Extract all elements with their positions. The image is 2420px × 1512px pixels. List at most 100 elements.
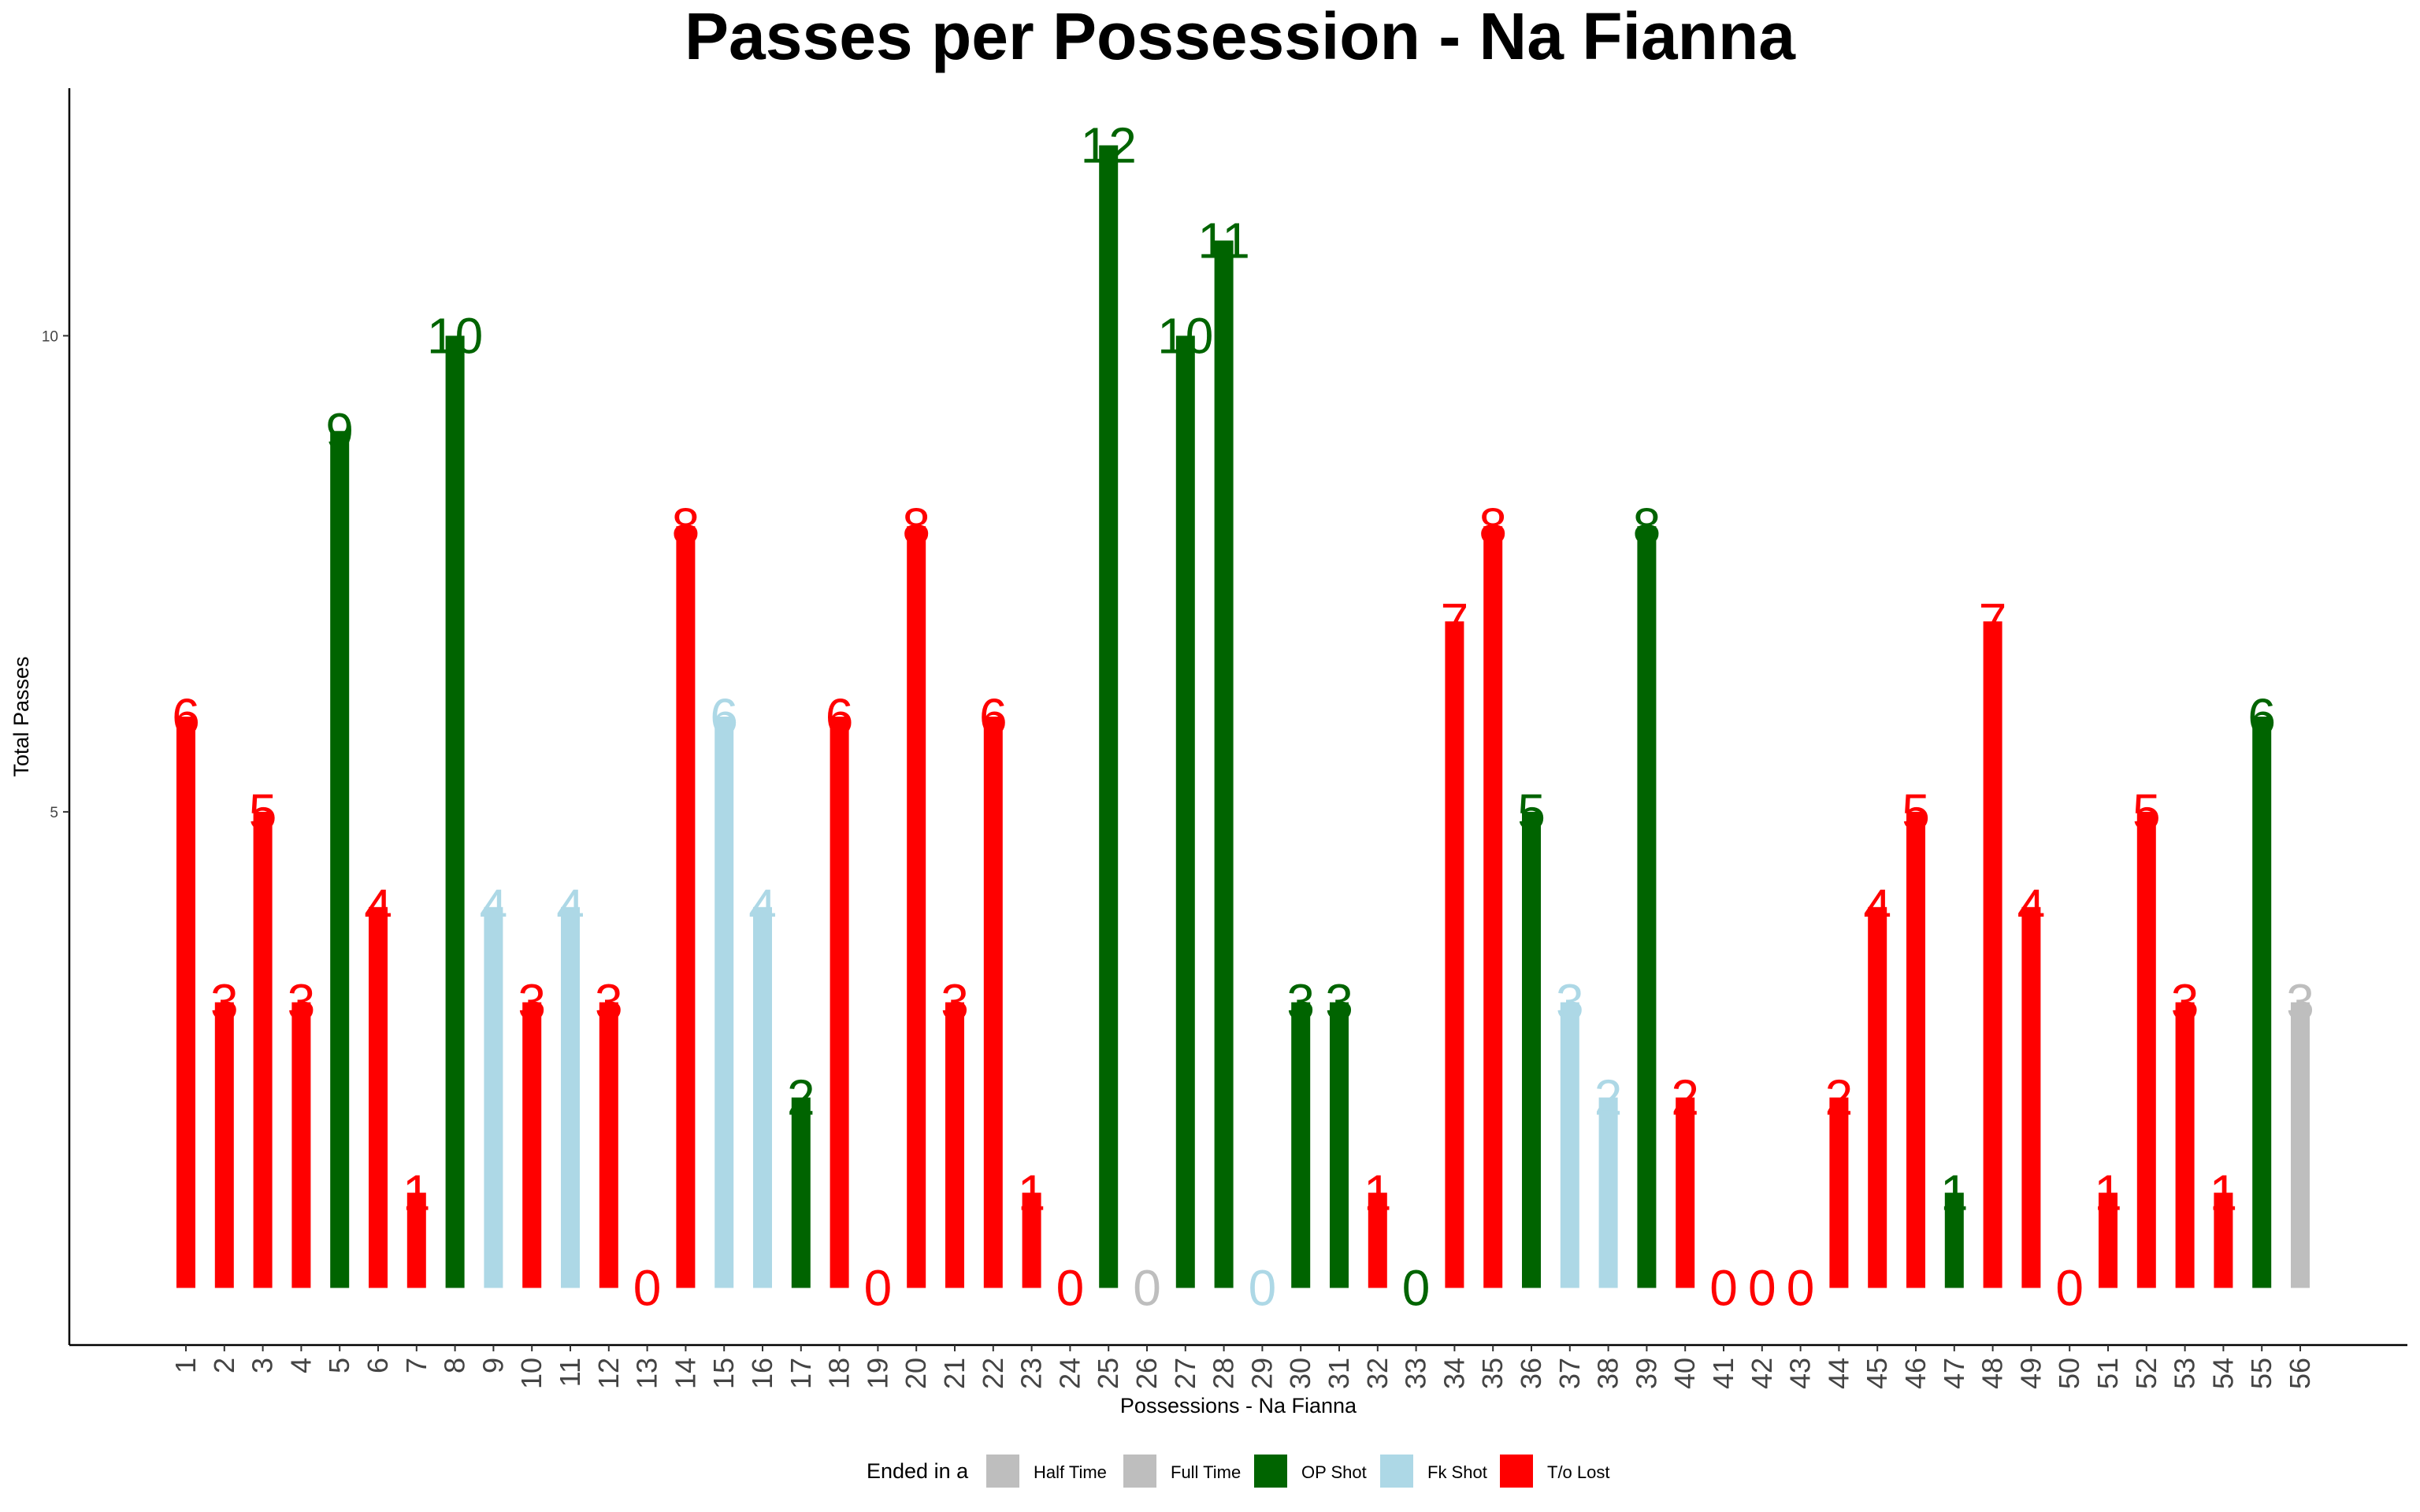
bar — [1637, 526, 1657, 1288]
data-label: 6 — [2247, 688, 2276, 745]
bar — [1483, 526, 1503, 1288]
data-label: 1 — [1940, 1165, 1969, 1221]
data-label: 0 — [2055, 1259, 2084, 1316]
data-label: 5 — [1902, 784, 1930, 840]
x-tick-label: 54 — [2207, 1358, 2239, 1389]
bar — [2252, 717, 2272, 1288]
data-label: 7 — [1441, 593, 1469, 650]
bar — [1291, 1002, 1311, 1288]
bar — [369, 906, 388, 1288]
y-tick-label: 5 — [50, 805, 58, 821]
x-tick-label: 33 — [1400, 1358, 1432, 1389]
bar — [1868, 906, 1887, 1288]
bar — [983, 717, 1003, 1288]
bar — [291, 1002, 311, 1288]
x-tick-label: 10 — [515, 1358, 547, 1389]
data-label: 3 — [1286, 974, 1315, 1031]
bar — [561, 906, 580, 1288]
bar — [2021, 906, 2041, 1288]
bar — [253, 811, 273, 1288]
legend-item: T/o Lost — [1500, 1455, 1609, 1488]
data-label: 12 — [1081, 117, 1137, 174]
data-label: 11 — [1197, 212, 1249, 269]
x-tick-label: 35 — [1476, 1358, 1509, 1389]
data-label: 1 — [2094, 1165, 2122, 1221]
x-tick-label: 38 — [1592, 1358, 1624, 1389]
x-tick-label: 12 — [592, 1358, 625, 1389]
data-label: 8 — [1633, 498, 1661, 554]
x-tick-label: 43 — [1784, 1358, 1817, 1389]
y-axis-title: Total Passes — [9, 656, 33, 776]
data-label: 1 — [1364, 1165, 1392, 1221]
data-label: 0 — [1402, 1259, 1431, 1316]
bar — [1214, 240, 1234, 1288]
x-tick-label: 15 — [707, 1358, 740, 1389]
legend-key — [1254, 1455, 1287, 1488]
bar — [1676, 1097, 1695, 1288]
legend-item: OP Shot — [1254, 1455, 1367, 1488]
data-label: 4 — [364, 879, 392, 936]
data-label: 3 — [941, 974, 969, 1031]
x-tick-label: 55 — [2245, 1358, 2277, 1389]
x-tick-label: 13 — [631, 1358, 663, 1389]
data-label: 3 — [210, 974, 239, 1031]
x-tick-label: 28 — [1208, 1358, 1240, 1389]
data-label: 7 — [1979, 593, 2007, 650]
bar — [406, 1192, 426, 1288]
data-label: 1 — [2210, 1165, 2238, 1221]
data-label: 3 — [1556, 974, 1584, 1031]
bar — [907, 526, 926, 1288]
x-tick-label: 4 — [284, 1358, 317, 1373]
data-label: 2 — [787, 1069, 815, 1126]
legend-label: Fk Shot — [1427, 1462, 1487, 1482]
x-tick-label: 44 — [1822, 1358, 1854, 1389]
bar — [753, 906, 772, 1288]
bar — [830, 717, 849, 1288]
x-tick-label: 26 — [1130, 1358, 1163, 1389]
legend-title: Ended in a — [867, 1459, 969, 1483]
x-tick-label: 47 — [1938, 1358, 1970, 1389]
data-label: 6 — [979, 688, 1008, 745]
data-label: 4 — [556, 879, 585, 936]
data-label: 6 — [710, 688, 738, 745]
data-label: 0 — [1249, 1259, 1277, 1316]
x-tick-label: 11 — [554, 1358, 586, 1387]
y-ticks: 5 10 — [42, 328, 69, 821]
bar — [2136, 811, 2156, 1288]
bar — [791, 1097, 811, 1288]
data-label: 1 — [1018, 1165, 1046, 1221]
bar — [484, 906, 503, 1288]
x-tick-label: 18 — [823, 1358, 856, 1389]
bar — [1445, 621, 1464, 1288]
x-tick-label: 37 — [1553, 1358, 1586, 1389]
data-label: 6 — [172, 688, 200, 745]
x-tick-label: 3 — [247, 1358, 279, 1373]
data-label: 4 — [2017, 879, 2046, 936]
data-label: 4 — [1863, 879, 1891, 936]
x-tick-label: 8 — [439, 1358, 471, 1373]
y-tick-label: 10 — [42, 328, 58, 345]
legend-item: Fk Shot — [1380, 1455, 1487, 1488]
x-tick-label: 32 — [1361, 1358, 1394, 1389]
x-tick-label: 41 — [1707, 1358, 1739, 1389]
data-label: 0 — [1787, 1259, 1815, 1316]
data-label: 8 — [672, 498, 700, 554]
x-tick-label: 17 — [785, 1358, 817, 1389]
data-label: 3 — [2171, 974, 2199, 1031]
data-label: 0 — [1748, 1259, 1776, 1316]
chart-title: Passes per Possession - Na Fianna — [685, 0, 1796, 73]
bar — [330, 431, 350, 1288]
x-tick-label: 27 — [1169, 1358, 1201, 1389]
x-tick-label: 50 — [2053, 1358, 2085, 1389]
data-label: 3 — [595, 974, 623, 1031]
bar — [1906, 811, 1925, 1288]
bar — [676, 526, 696, 1288]
bar — [1829, 1097, 1849, 1288]
legend-label: Full Time — [1171, 1462, 1241, 1482]
bar — [176, 717, 195, 1288]
x-tick-label: 23 — [1015, 1358, 1048, 1389]
x-tick-label: 19 — [861, 1358, 893, 1389]
bar — [1175, 335, 1195, 1288]
x-axis-title: Possessions - Na Fianna — [1120, 1394, 1357, 1418]
